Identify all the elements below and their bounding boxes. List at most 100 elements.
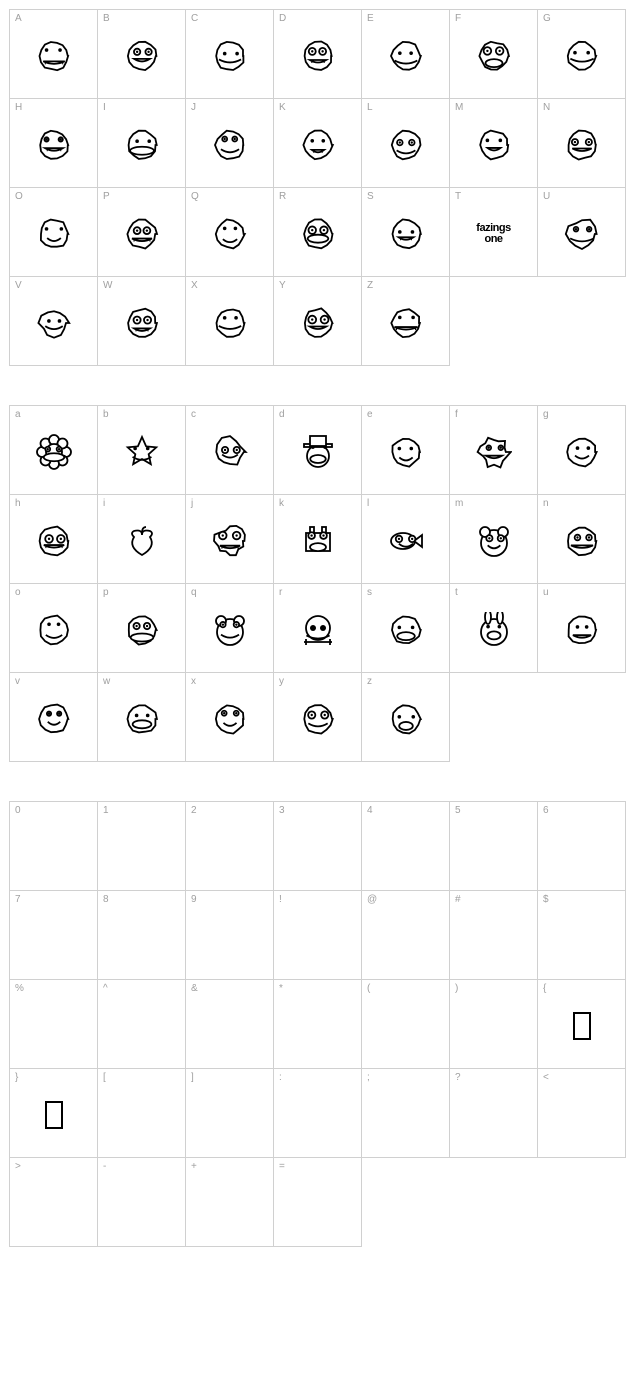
glyph-cell[interactable]: # (449, 890, 538, 980)
glyph-cell[interactable]: 5 (449, 801, 538, 891)
glyph-label: ( (367, 983, 370, 994)
glyph-cell[interactable]: @ (361, 890, 450, 980)
glyph-cell[interactable]: > (9, 1157, 98, 1247)
glyph-cell[interactable]: ! (273, 890, 362, 980)
glyph-cell[interactable]: A (9, 9, 98, 99)
glyph-cell[interactable]: * (273, 979, 362, 1069)
glyph-cell[interactable]: ? (449, 1068, 538, 1158)
glyph-label: s (367, 587, 372, 598)
glyph-cell[interactable]: q (185, 583, 274, 673)
glyph-label: j (191, 498, 193, 509)
glyph-empty (538, 1069, 625, 1157)
glyph-cell[interactable]: p (97, 583, 186, 673)
glyph-cell[interactable]: { (537, 979, 626, 1069)
glyph-cell[interactable]: o (9, 583, 98, 673)
glyph-cell[interactable]: c (185, 405, 274, 495)
glyph-cell[interactable]: Tfazingsone (449, 187, 538, 277)
glyph-cat (186, 584, 273, 672)
glyph-cell[interactable]: [ (97, 1068, 186, 1158)
glyph-cell[interactable]: G (537, 9, 626, 99)
glyph-face (10, 584, 97, 672)
glyph-cell[interactable]: 4 (361, 801, 450, 891)
glyph-cell[interactable]: U (537, 187, 626, 277)
glyph-cell[interactable]: I (97, 98, 186, 188)
glyph-cell[interactable]: ^ (97, 979, 186, 1069)
glyph-label: P (103, 191, 110, 202)
glyph-cell[interactable]: Z (361, 276, 450, 366)
glyph-cell[interactable]: } (9, 1068, 98, 1158)
glyph-cell[interactable]: + (185, 1157, 274, 1247)
glyph-cell[interactable]: 2 (185, 801, 274, 891)
glyph-cell[interactable]: x (185, 672, 274, 762)
glyph-cell[interactable]: z (361, 672, 450, 762)
glyph-cell[interactable]: n (537, 494, 626, 584)
glyph-cell[interactable]: r (273, 583, 362, 673)
glyph-cell[interactable]: % (9, 979, 98, 1069)
glyph-cell[interactable]: b (97, 405, 186, 495)
glyph-cell[interactable]: e (361, 405, 450, 495)
glyph-cell[interactable]: V (9, 276, 98, 366)
glyph-cell[interactable]: ) (449, 979, 538, 1069)
glyph-label: Y (279, 280, 286, 291)
glyph-cell[interactable]: w (97, 672, 186, 762)
glyph-cell[interactable]: l (361, 494, 450, 584)
glyph-cell[interactable]: 0 (9, 801, 98, 891)
glyph-cell[interactable]: u (537, 583, 626, 673)
glyph-cell[interactable]: L (361, 98, 450, 188)
glyph-label: C (191, 13, 198, 24)
glyph-cell[interactable]: M (449, 98, 538, 188)
glyph-cell[interactable]: & (185, 979, 274, 1069)
glyph-label: ^ (103, 983, 108, 994)
glyph-cell[interactable]: 3 (273, 801, 362, 891)
glyph-cell[interactable]: $ (537, 890, 626, 980)
glyph-cell[interactable]: E (361, 9, 450, 99)
glyph-cell[interactable]: F (449, 9, 538, 99)
glyph-cell[interactable]: k (273, 494, 362, 584)
glyph-cell[interactable]: W (97, 276, 186, 366)
glyph-cell[interactable]: = (273, 1157, 362, 1247)
glyph-cell[interactable]: m (449, 494, 538, 584)
glyph-cell[interactable]: 6 (537, 801, 626, 891)
glyph-cell[interactable]: O (9, 187, 98, 277)
glyph-empty (10, 802, 97, 890)
glyph-cell[interactable]: N (537, 98, 626, 188)
glyph-cell[interactable]: g (537, 405, 626, 495)
glyph-cell[interactable]: < (537, 1068, 626, 1158)
glyph-label: i (103, 498, 105, 509)
glyph-cell[interactable]: K (273, 98, 362, 188)
glyph-cell[interactable]: - (97, 1157, 186, 1247)
glyph-cell[interactable]: v (9, 672, 98, 762)
glyph-label: $ (543, 894, 549, 905)
glyph-empty (98, 802, 185, 890)
glyph-cell[interactable]: Q (185, 187, 274, 277)
glyph-cell[interactable]: 1 (97, 801, 186, 891)
glyph-cell[interactable]: s (361, 583, 450, 673)
glyph-cell[interactable]: ] (185, 1068, 274, 1158)
glyph-cell[interactable]: t (449, 583, 538, 673)
glyph-cell[interactable]: Y (273, 276, 362, 366)
glyph-cell[interactable]: 8 (97, 890, 186, 980)
glyph-cell[interactable]: B (97, 9, 186, 99)
glyph-cell[interactable]: 7 (9, 890, 98, 980)
glyph-cell[interactable]: R (273, 187, 362, 277)
glyph-cell[interactable]: J (185, 98, 274, 188)
glyph-cell[interactable]: f (449, 405, 538, 495)
glyph-cell[interactable]: d (273, 405, 362, 495)
glyph-cell[interactable]: : (273, 1068, 362, 1158)
glyph-cell[interactable]: C (185, 9, 274, 99)
glyph-cell[interactable]: S (361, 187, 450, 277)
glyph-cell[interactable]: 9 (185, 890, 274, 980)
glyph-cell[interactable]: a (9, 405, 98, 495)
glyph-cell[interactable]: h (9, 494, 98, 584)
glyph-cell[interactable]: X (185, 276, 274, 366)
glyph-cell[interactable]: P (97, 187, 186, 277)
glyph-cell[interactable]: ( (361, 979, 450, 1069)
glyph-cell[interactable]: D (273, 9, 362, 99)
glyph-face (362, 406, 449, 494)
glyph-cell[interactable]: ; (361, 1068, 450, 1158)
glyph-cell[interactable]: j (185, 494, 274, 584)
glyph-cell[interactable]: H (9, 98, 98, 188)
glyph-label: S (367, 191, 374, 202)
glyph-cell[interactable]: i (97, 494, 186, 584)
glyph-cell[interactable]: y (273, 672, 362, 762)
